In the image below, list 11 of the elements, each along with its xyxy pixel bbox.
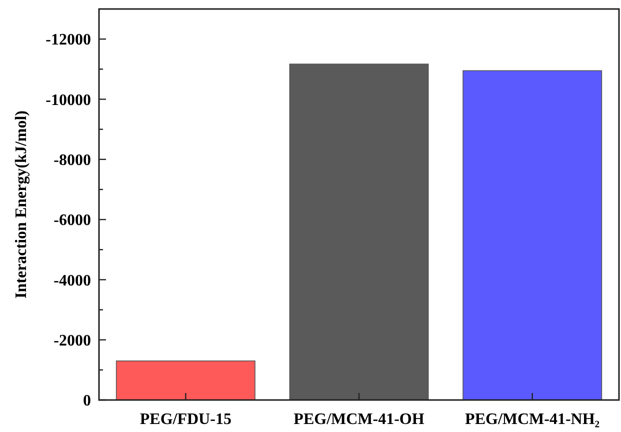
y-tick-label: -8000	[54, 152, 91, 169]
x-tick-label: PEG/FDU-15	[140, 411, 232, 428]
y-tick-label: -6000	[54, 212, 91, 230]
y-tick-label: -12000	[46, 32, 91, 49]
x-tick-label: PEG/MCM-41-OH	[294, 411, 425, 428]
y-axis-title: Interaction Energy(kJ/mol)	[13, 110, 30, 298]
y-tick-label: -4000	[54, 272, 91, 290]
y-tick-label: 0	[83, 392, 91, 410]
y-tick-label: -10000	[46, 92, 91, 109]
y-tick-label: -2000	[54, 332, 91, 350]
x-tick-label: PEG/MCM-41-NH₂	[465, 411, 600, 428]
